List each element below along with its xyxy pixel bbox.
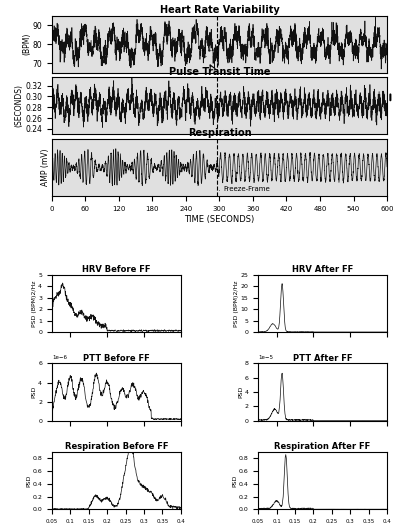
Title: Respiration: Respiration [188,128,251,138]
X-axis label: TIME (SECONDS): TIME (SECONDS) [184,215,255,224]
Title: Respiration After FF: Respiration After FF [275,442,371,452]
Title: Respiration Before FF: Respiration Before FF [65,442,168,452]
Y-axis label: PSD: PSD [26,475,31,487]
Y-axis label: PSD: PSD [32,386,37,398]
Y-axis label: PSD: PSD [238,386,243,398]
Title: Heart Rate Variability: Heart Rate Variability [160,5,279,15]
Y-axis label: PSD (BPM)2/Hz: PSD (BPM)2/Hz [234,280,239,327]
Y-axis label: PSD (BPM)2/Hz: PSD (BPM)2/Hz [32,280,37,327]
Title: Pulse Transit Time: Pulse Transit Time [169,67,270,77]
Title: HRV After FF: HRV After FF [292,265,353,274]
Y-axis label: (BPM): (BPM) [22,33,31,56]
Title: PTT Before FF: PTT Before FF [83,354,150,363]
Y-axis label: PSD: PSD [232,475,237,487]
Text: Freeze-Frame: Freeze-Frame [223,186,270,192]
Title: PTT After FF: PTT After FF [293,354,352,363]
Text: + +
 +: + + + [201,48,212,59]
Y-axis label: AMP (mV): AMP (mV) [41,149,51,186]
Y-axis label: (SECONDS): (SECONDS) [15,85,24,128]
Title: HRV Before FF: HRV Before FF [82,265,150,274]
